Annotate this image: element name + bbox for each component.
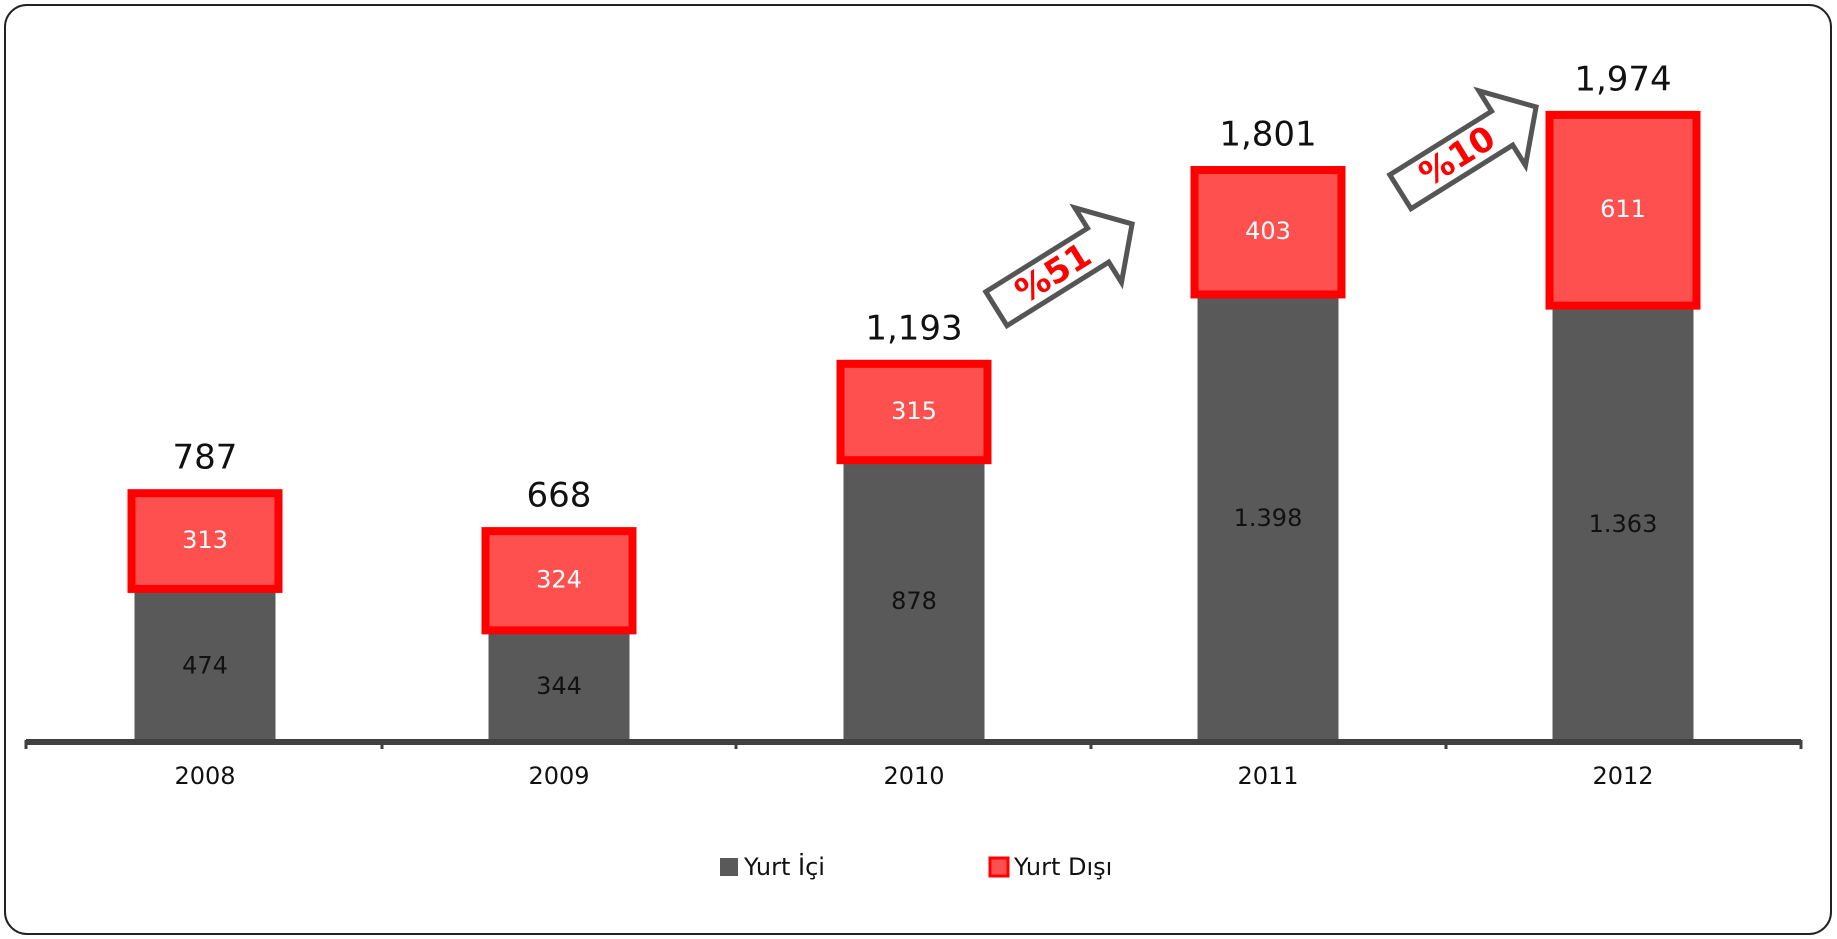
legend-swatch (720, 858, 738, 876)
value-label: 1.398 (1234, 504, 1303, 532)
bar-segment (843, 460, 985, 740)
bar-segment (836, 359, 992, 465)
value-label: 313 (182, 526, 228, 554)
value-label: 878 (891, 587, 937, 615)
x-tick-label: 2008 (174, 762, 235, 790)
value-label: 315 (891, 397, 937, 425)
bar-segment (488, 630, 630, 740)
value-label: 1.363 (1589, 510, 1658, 538)
total-label: 787 (173, 438, 238, 478)
value-label: 611 (1600, 195, 1646, 223)
total-label: 1,974 (1574, 59, 1671, 99)
total-label: 668 (527, 476, 592, 516)
bar-segment (1552, 305, 1694, 740)
total-label: 1,801 (1219, 115, 1316, 155)
total-label: 1,193 (865, 308, 962, 348)
x-tick-label: 2011 (1237, 762, 1298, 790)
bar-segment (1197, 294, 1339, 740)
bar-segment (1190, 166, 1346, 299)
arrow-shape (1386, 86, 1539, 213)
bar-segment (134, 588, 276, 740)
arrow-shape (982, 203, 1135, 330)
x-tick-label: 2009 (528, 762, 589, 790)
x-tick-label: 2012 (1592, 762, 1653, 790)
legend-label: Yurt İçi (743, 852, 825, 881)
value-label: 344 (536, 672, 582, 700)
value-label: 403 (1245, 217, 1291, 245)
value-label: 324 (536, 566, 582, 594)
legend-swatch (988, 856, 1010, 878)
value-label: 474 (182, 651, 228, 679)
bar-segment (127, 489, 283, 593)
x-tick-label: 2010 (883, 762, 944, 790)
legend-label: Yurt Dışı (1013, 853, 1112, 881)
bar-segment (1545, 110, 1701, 310)
bar-segment (481, 527, 637, 635)
